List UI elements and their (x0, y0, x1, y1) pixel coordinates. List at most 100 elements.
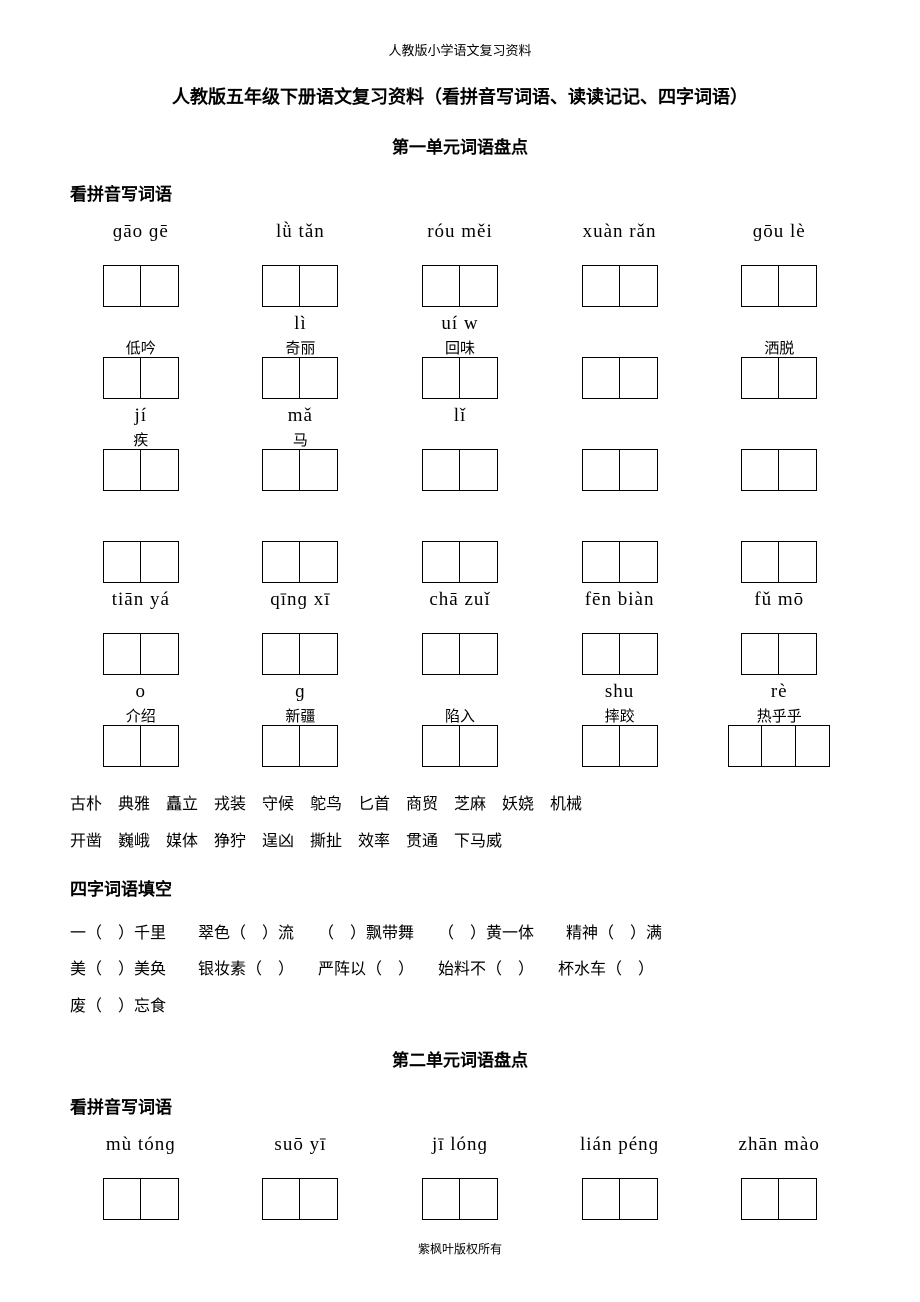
answer-box (422, 357, 460, 399)
pinyin-text (457, 681, 463, 703)
answer-box (300, 725, 338, 767)
pinyin-item: jī lónɡ (389, 1134, 531, 1220)
hanzi-hint: 热乎乎 (757, 705, 802, 723)
answer-box (141, 265, 179, 307)
pinyin-text: lì (294, 313, 307, 335)
pinyin-item: róu měi (389, 221, 531, 307)
answer-box (141, 1178, 179, 1220)
answer-box (620, 357, 658, 399)
pinyin-text (617, 497, 623, 519)
answer-boxes (262, 357, 338, 399)
answer-box (422, 449, 460, 491)
answer-box (103, 633, 141, 675)
answer-boxes (422, 541, 498, 583)
pinyin-text: jī lónɡ (432, 1134, 488, 1156)
hanzi-hint: 介绍 (126, 705, 156, 723)
answer-box (620, 1178, 658, 1220)
pinyin-text (776, 313, 782, 335)
answer-box (779, 1178, 817, 1220)
answer-boxes (728, 725, 830, 767)
answer-boxes (103, 357, 179, 399)
answer-boxes (103, 1178, 179, 1220)
answer-box (262, 725, 300, 767)
vocab-line: 开凿 巍峨 媒体 狰狞 逞凶 撕扯 效率 贯通 下马威 (70, 824, 850, 861)
pinyin-item (708, 405, 850, 491)
answer-box (422, 1178, 460, 1220)
answer-box (741, 265, 779, 307)
pinyin-text: jí (135, 405, 148, 427)
fill-block: 一（ ）千里 翠色（ ）流 （ ）飘带舞 （ ）黄一体 精神（ ）满 美（ ）美… (70, 916, 850, 1026)
answer-boxes (262, 541, 338, 583)
answer-box (460, 725, 498, 767)
answer-boxes (582, 265, 658, 307)
page-footer: 紫枫叶版权所有 (70, 1240, 850, 1257)
answer-box (620, 265, 658, 307)
pinyin-item: mù tónɡ (70, 1134, 212, 1220)
answer-box (460, 357, 498, 399)
pinyin-item (549, 497, 691, 583)
answer-box (620, 449, 658, 491)
pinyin-item (708, 497, 850, 583)
answer-boxes (582, 541, 658, 583)
hanzi-hint: 马 (293, 429, 308, 447)
pinyin-text: fēn biàn (585, 589, 655, 611)
answer-boxes (582, 449, 658, 491)
pinyin-item: lǜ tǎn (230, 221, 372, 307)
answer-box (262, 541, 300, 583)
answer-box (103, 449, 141, 491)
pinyin-text: xuàn rǎn (583, 221, 657, 243)
answer-boxes (741, 265, 817, 307)
answer-box (741, 357, 779, 399)
pinyin-item (70, 497, 212, 583)
pinyin-text: rè (771, 681, 788, 703)
answer-box (728, 725, 762, 767)
answer-box (300, 1178, 338, 1220)
section-pinyin-label: 看拼音写词语 (70, 180, 850, 205)
answer-boxes (103, 449, 179, 491)
hanzi-hint: 回味 (445, 337, 475, 355)
answer-box (103, 357, 141, 399)
answer-box (582, 633, 620, 675)
hanzi-hint: 摔跤 (605, 705, 635, 723)
answer-box (582, 265, 620, 307)
answer-boxes (103, 725, 179, 767)
pinyin-text: róu měi (427, 221, 493, 243)
pinyin-item: 低吟 (70, 313, 212, 399)
answer-box (141, 725, 179, 767)
unit2-title: 第二单元词语盘点 (70, 1046, 850, 1071)
pinyin-text (617, 405, 623, 427)
pinyin-text: ɡ (295, 681, 306, 703)
answer-boxes (262, 1178, 338, 1220)
pinyin-item (230, 497, 372, 583)
pinyin-item: rè 热乎乎 (708, 681, 850, 767)
answer-box (620, 633, 658, 675)
answer-box (262, 357, 300, 399)
pinyin-text: lián pénɡ (580, 1134, 659, 1156)
answer-box (796, 725, 830, 767)
answer-boxes (422, 357, 498, 399)
answer-box (103, 725, 141, 767)
answer-box (300, 633, 338, 675)
answer-box (262, 633, 300, 675)
pinyin-item: fēn biàn (549, 589, 691, 675)
answer-boxes (103, 633, 179, 675)
answer-boxes (422, 449, 498, 491)
answer-box (422, 541, 460, 583)
answer-boxes (422, 633, 498, 675)
answer-box (779, 541, 817, 583)
answer-boxes (741, 357, 817, 399)
answer-boxes (582, 1178, 658, 1220)
answer-box (262, 449, 300, 491)
hanzi-hint: 奇丽 (285, 337, 315, 355)
answer-box (582, 541, 620, 583)
pinyin-text: mǎ (288, 405, 313, 427)
answer-boxes (262, 449, 338, 491)
answer-box (262, 1178, 300, 1220)
hanzi-hint: 新疆 (285, 705, 315, 723)
pinyin-item (549, 313, 691, 399)
answer-box (460, 541, 498, 583)
answer-box (103, 265, 141, 307)
answer-box (262, 265, 300, 307)
answer-box (141, 541, 179, 583)
hanzi-hint: 低吟 (126, 337, 156, 355)
